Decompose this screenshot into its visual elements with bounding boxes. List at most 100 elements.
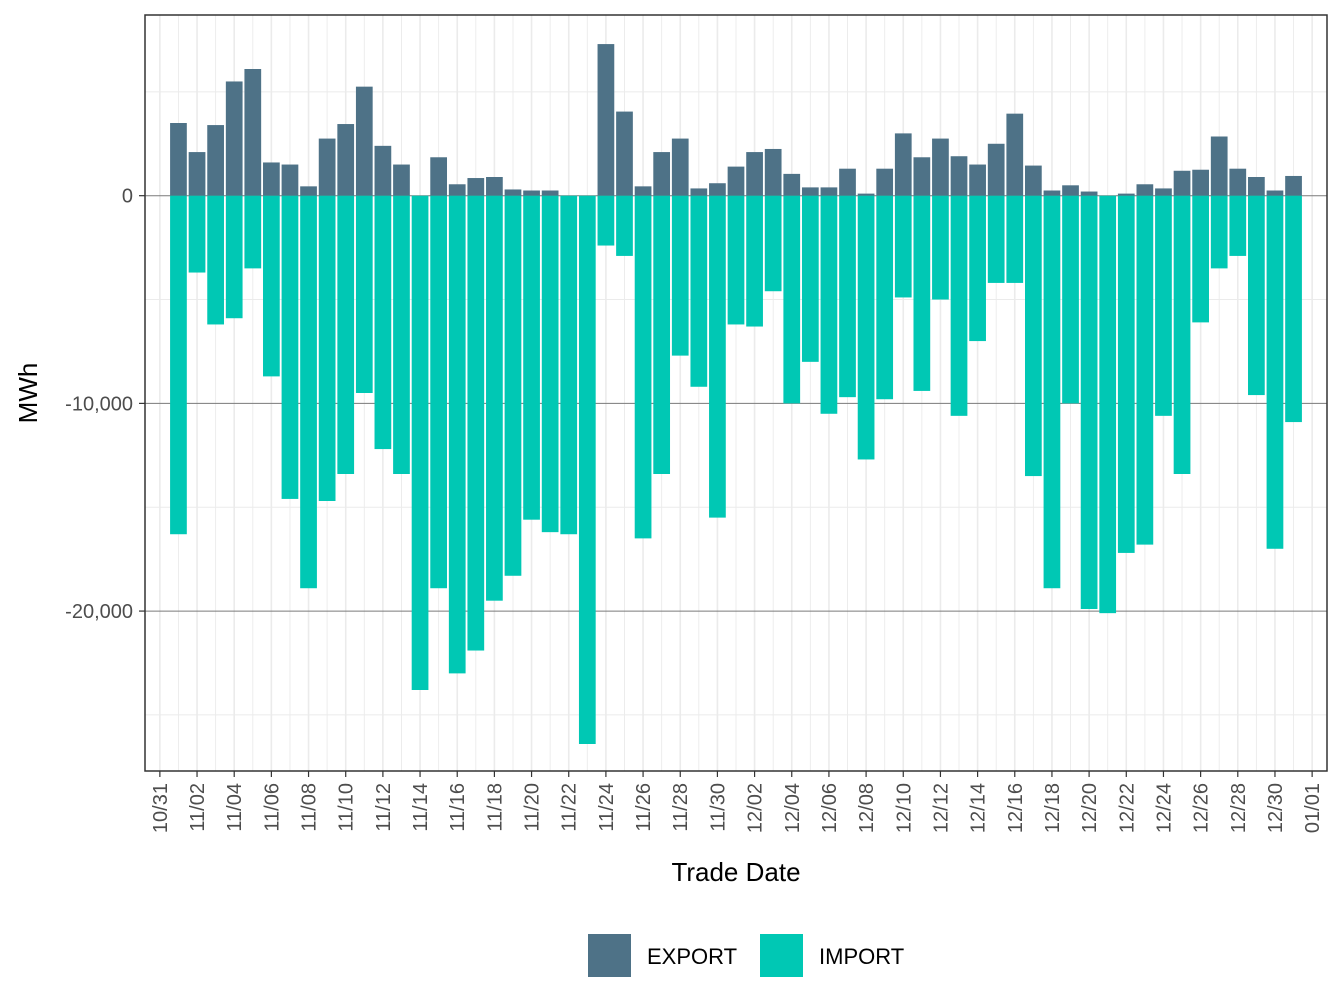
- x-tick-label: 12/04: [782, 783, 804, 833]
- bar-export: [597, 44, 615, 196]
- bar-import: [1285, 195, 1302, 423]
- bar-export: [448, 184, 466, 196]
- bar-export: [801, 187, 819, 196]
- legend-key-import: [760, 934, 803, 977]
- x-tick-label: 11/12: [373, 783, 395, 832]
- bar-import: [1192, 195, 1209, 323]
- x-tick-label: 12/06: [819, 783, 841, 833]
- y-tick-label: -10,000: [65, 393, 133, 415]
- x-tick-label: 11/10: [336, 783, 358, 832]
- bar-export: [523, 190, 540, 196]
- bar-export: [374, 145, 392, 196]
- bar-import: [1062, 195, 1079, 404]
- bar-export: [300, 186, 317, 196]
- y-axis: 0 -10,000 -20,000: [65, 186, 145, 623]
- bar-import: [987, 195, 1005, 283]
- bar-export: [337, 124, 355, 196]
- bar-export: [709, 183, 726, 196]
- x-tick-label: 11/16: [447, 783, 469, 832]
- bar-import: [188, 195, 206, 273]
- bar-export: [746, 152, 763, 196]
- bar-export: [225, 81, 243, 196]
- bar-import: [504, 195, 522, 576]
- bar-import: [1136, 195, 1154, 545]
- y-axis-title: MWh: [13, 363, 43, 424]
- bar-export: [1080, 191, 1098, 196]
- x-axis-title: Trade Date: [671, 857, 800, 887]
- bar-import: [374, 195, 392, 450]
- bar-export: [1043, 190, 1061, 196]
- bar-export: [783, 173, 801, 196]
- bar-export: [987, 143, 1005, 196]
- bar-export: [486, 177, 503, 196]
- bar-export: [616, 111, 633, 196]
- legend: EXPORT IMPORT: [588, 934, 904, 977]
- bar-import: [430, 195, 448, 589]
- bar-import: [671, 195, 689, 356]
- bar-import: [969, 195, 986, 342]
- bar-import: [1080, 195, 1098, 609]
- bar-export: [1155, 188, 1172, 196]
- bar-import: [1229, 195, 1247, 256]
- x-tick-label: 12/02: [745, 783, 767, 833]
- bar-import: [913, 195, 931, 391]
- bar-import: [355, 195, 373, 393]
- bar-import: [541, 195, 559, 533]
- x-tick-label: 12/14: [968, 783, 990, 833]
- bar-import: [1117, 195, 1135, 553]
- bar-import: [857, 195, 875, 460]
- x-tick-label: 11/24: [596, 783, 618, 832]
- x-tick-label: 12/30: [1265, 783, 1287, 833]
- bar-export: [671, 138, 689, 196]
- bar-export: [634, 186, 652, 196]
- bar-export: [1024, 165, 1042, 196]
- bar-import: [244, 195, 262, 269]
- bar-export: [188, 152, 206, 196]
- bar-import: [839, 195, 856, 398]
- bar-import: [170, 195, 187, 535]
- bar-export: [281, 164, 299, 196]
- bar-import: [1024, 195, 1042, 477]
- x-tick-label: 12/18: [1042, 783, 1064, 833]
- bar-import: [578, 195, 596, 744]
- plot-panel: [144, 14, 1328, 772]
- x-tick-label: 11/14: [410, 783, 432, 832]
- bar-export: [170, 123, 187, 196]
- bar-export: [263, 162, 280, 196]
- bar-export: [969, 164, 986, 196]
- bar-import: [783, 195, 801, 404]
- bar-import: [207, 195, 224, 325]
- bar-export: [1210, 136, 1228, 196]
- x-tick-label: 12/26: [1191, 783, 1213, 833]
- bar-export: [1062, 185, 1079, 196]
- x-tick-label: 12/12: [930, 783, 952, 833]
- bar-import: [690, 195, 708, 387]
- x-tick-label: 11/22: [559, 783, 581, 832]
- x-tick-label: 11/26: [633, 783, 655, 832]
- bar-export: [932, 138, 949, 196]
- x-axis: 10/31 11/02 11/04 11/06 11/08 11/10 11/12 11/14…: [150, 771, 1324, 833]
- legend-label-import: IMPORT: [819, 944, 904, 969]
- bar-export: [653, 152, 671, 196]
- x-tick-label: 12/22: [1116, 783, 1138, 833]
- bar-import: [281, 195, 299, 499]
- bar-import: [467, 195, 485, 651]
- bar-import: [393, 195, 410, 474]
- bar-export: [764, 148, 782, 196]
- bar-import: [225, 195, 243, 319]
- bar-import: [318, 195, 336, 501]
- y-tick-label: -20,000: [65, 601, 133, 623]
- bar-import: [932, 195, 949, 300]
- bar-export: [950, 156, 968, 196]
- bar-export: [857, 193, 875, 196]
- x-tick-label: 11/08: [299, 783, 321, 832]
- bar-import: [1099, 195, 1117, 614]
- bars-layer: [170, 44, 1302, 744]
- y-tick-label: 0: [122, 186, 133, 208]
- x-tick-label: 12/24: [1153, 783, 1175, 833]
- bar-import: [1006, 195, 1024, 283]
- x-tick-label: 11/20: [522, 783, 544, 832]
- bar-import: [523, 195, 540, 520]
- bar-import: [1043, 195, 1061, 589]
- bar-export: [1248, 177, 1265, 196]
